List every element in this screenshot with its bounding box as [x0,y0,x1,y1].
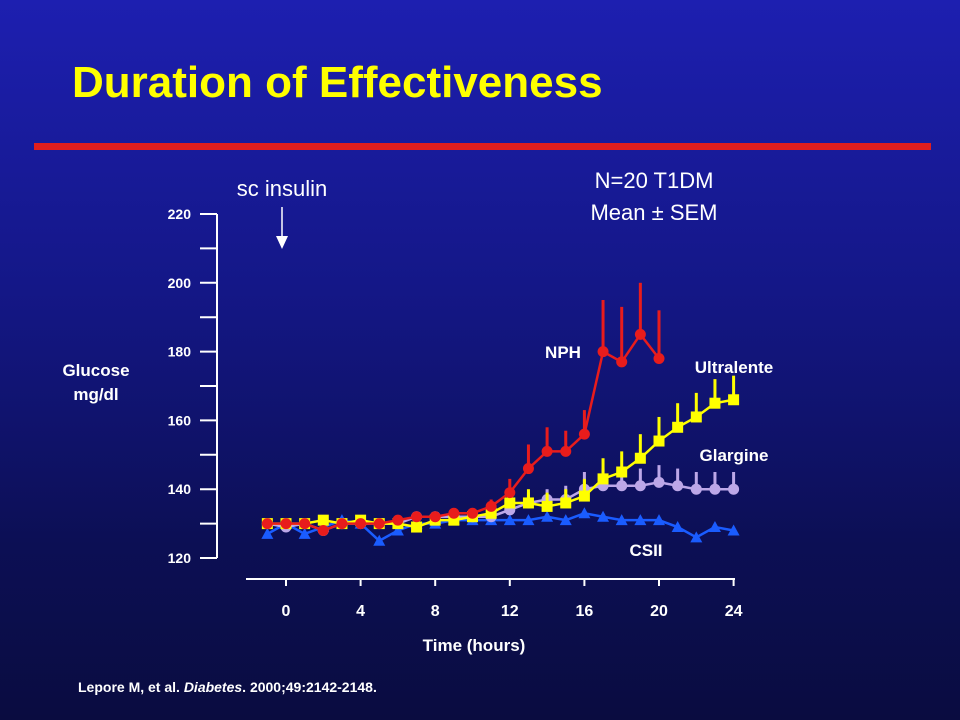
y-tick-label: 160 [168,412,192,428]
nph-point [597,346,609,358]
nph-point [336,518,348,530]
csii-point [541,510,554,522]
citation-details: . 2000;49:2142-2148. [242,679,377,695]
csii-point [559,514,572,526]
csii-point [653,514,665,526]
nph-point [653,352,665,364]
ultralente-point [690,411,702,423]
x-tick-label: 8 [431,603,440,620]
glargine-point [672,480,684,492]
ultralente-point [560,497,572,509]
nph-point [541,445,553,457]
ultralente-point [448,514,460,526]
ultralente-point [485,507,497,519]
nph-point [429,511,441,523]
csii-point [298,527,311,539]
ultralente-point [578,490,590,502]
x-tick-label: 24 [725,603,743,620]
y-tick-label: 120 [168,550,192,566]
nph-point [504,487,516,499]
nph-point [485,500,497,512]
glucose-chart: sc insulin N=20 T1DM Mean ± SEM Glucose … [62,168,773,655]
citation: Lepore M, et al. Diabetes. 2000;49:2142-… [78,679,377,695]
csii-point [261,527,274,539]
ultralente-point [597,473,609,485]
sc-insulin-label: sc insulin [237,176,327,201]
glargine-point [634,480,646,492]
glargine-point [728,483,740,495]
csii-point [708,521,721,533]
csii-point [690,531,703,543]
title-divider [34,143,931,150]
citation-authors: Lepore M, et al. [78,679,184,695]
series-label-csii: CSII [629,541,662,560]
ultralente-point [709,397,721,409]
y-tick-label: 200 [168,275,192,291]
citation-journal: Diabetes [183,679,243,695]
nph-point [448,507,460,519]
series-label-glargine: Glargine [700,446,769,465]
sc-insulin-arrow-head [276,236,288,249]
nph-point [392,514,404,526]
nph-point [261,518,273,530]
x-tick-label: 4 [356,603,365,620]
ultralente-point [504,497,516,509]
ultralente-point [317,514,329,526]
x-tick-label: 0 [282,603,291,620]
nph-point [280,518,292,530]
csii-point [634,514,647,526]
series-label-nph: NPH [545,343,581,362]
y-axis-label-line2: mg/dl [73,385,118,404]
glargine-point [690,483,702,495]
series-ultralente [261,375,740,533]
slide-title: Duration of Effectiveness [72,58,603,107]
nph-point [467,507,478,519]
ultralente-point [616,466,628,478]
study-info-line2: Mean ± SEM [590,200,717,225]
ultralente-point [634,452,646,464]
nph-point [522,463,534,475]
csii-point [578,507,591,519]
csii-point [391,524,404,536]
y-tick-label: 140 [168,481,192,497]
ultralente-point [672,421,684,433]
csii-point [503,514,516,526]
nph-point [373,518,385,530]
nph-point [299,518,311,530]
nph-point [317,524,329,536]
csii-point [671,521,684,533]
nph-point [355,518,367,530]
x-tick-label: 16 [576,603,594,620]
ultralente-point [522,497,534,509]
nph-point [616,356,628,368]
x-tick-label: 12 [501,603,519,620]
nph-point [578,428,590,440]
nph-point [560,445,572,457]
csii-point [615,514,628,526]
glargine-point [653,476,665,488]
glargine-point [709,483,721,495]
series-nph [261,282,665,536]
series-label-ultralente: Ultralente [695,358,773,377]
csii-point [373,534,386,546]
nph-point [411,511,423,523]
ultralente-point [541,500,553,512]
ultralente-point [411,521,423,533]
glargine-point [616,480,628,492]
csii-point [597,510,610,522]
csii-point [522,514,535,526]
x-axis-label: Time (hours) [423,636,526,655]
study-info-line1: N=20 T1DM [595,168,714,193]
ultralente-point [728,394,740,406]
nph-line [267,332,660,532]
x-tick-label: 20 [650,603,668,620]
y-tick-label: 220 [168,206,192,222]
ultralente-point [653,435,665,447]
csii-point [727,524,740,536]
ultralente-line [267,398,734,529]
y-axis-label-line1: Glucose [62,361,129,380]
y-tick-label: 180 [168,344,192,360]
nph-point [634,328,646,340]
